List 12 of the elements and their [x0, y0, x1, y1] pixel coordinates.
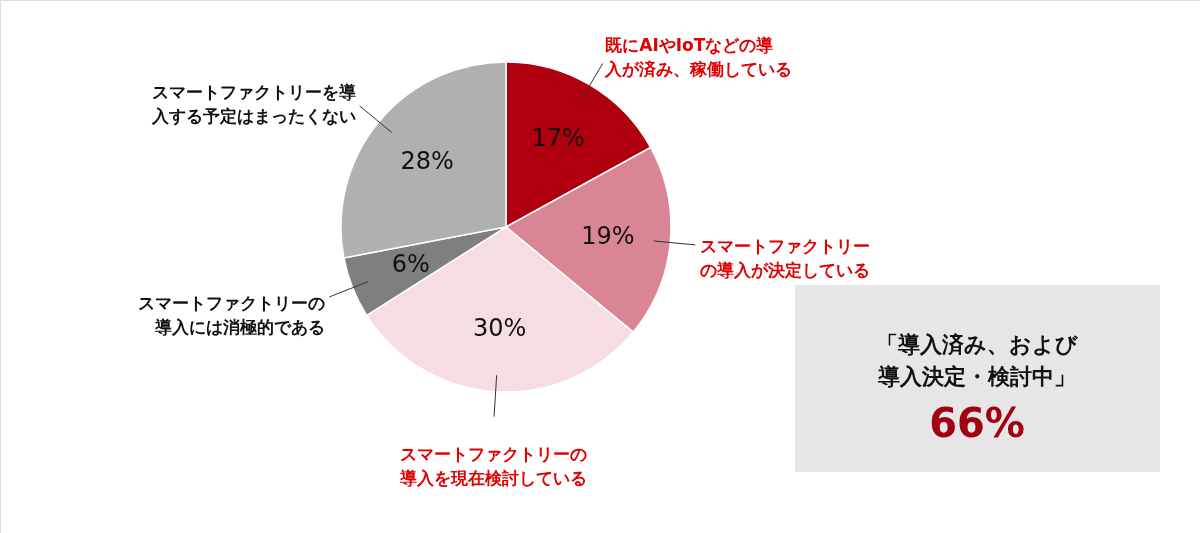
- text: 66%: [929, 400, 1025, 446]
- slice-label: スマートファクトリーの導入には消極的である: [137, 293, 325, 338]
- data-label: 30%: [472, 314, 527, 343]
- data-label: 28%: [400, 146, 454, 175]
- slice-label: スマートファクトリーを導入する予定はまったくない: [150, 82, 356, 127]
- slice-label: スマートファクトリーの導入が決定している: [700, 235, 871, 280]
- data-label: 6%: [391, 249, 430, 278]
- data-label: 17%: [531, 123, 585, 152]
- slice-label: 既にAIやIoTなどの導入が済み、稼働している: [604, 35, 793, 80]
- slice-label: スマートファクトリーの導入を現在検討している: [399, 443, 588, 488]
- text: 「導入済み、および導入決定・検討中」: [876, 332, 1078, 389]
- data-label: 19%: [581, 221, 635, 250]
